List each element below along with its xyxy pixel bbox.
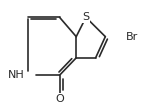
Text: Br: Br: [126, 32, 138, 42]
Text: O: O: [55, 93, 64, 103]
Text: S: S: [82, 12, 90, 22]
Text: NH: NH: [8, 70, 25, 80]
